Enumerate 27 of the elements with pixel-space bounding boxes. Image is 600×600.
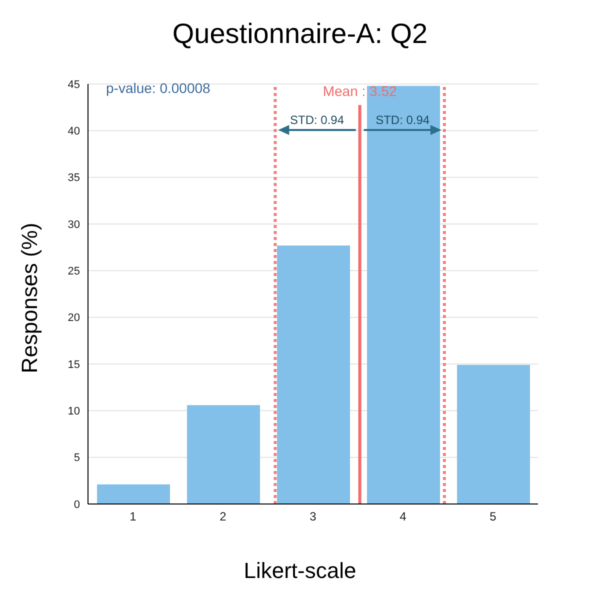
x-tick-label: 5 xyxy=(490,510,497,524)
x-tick-label: 4 xyxy=(400,510,407,524)
ref-line-label: Mean : 3.52 xyxy=(322,83,397,99)
y-axis-title: Responses (%) xyxy=(17,222,43,374)
y-tick-label: 40 xyxy=(68,126,80,138)
bar xyxy=(457,364,530,504)
annotation: STD: 0.94 xyxy=(376,113,430,127)
y-tick-label: 20 xyxy=(68,312,80,324)
bar xyxy=(97,484,170,504)
bar xyxy=(277,245,350,504)
y-tick-label: 5 xyxy=(74,452,80,464)
y-tick-label: 15 xyxy=(68,358,80,371)
y-tick-label: 25 xyxy=(68,266,80,278)
y-tick-label: 35 xyxy=(68,172,80,184)
x-tick-label: 3 xyxy=(310,510,317,524)
x-tick-label: 2 xyxy=(220,510,227,524)
y-tick-label: 0 xyxy=(74,498,80,511)
annotation: STD: 0.94 xyxy=(290,113,344,127)
y-tick-label: 10 xyxy=(68,406,80,418)
x-tick-label: 1 xyxy=(130,510,137,524)
chart-title: Questionnaire-A: Q2 xyxy=(171,18,429,50)
y-tick-label: 45 xyxy=(68,78,80,91)
bar xyxy=(367,86,440,504)
y-tick-label: 30 xyxy=(68,218,80,231)
bar xyxy=(187,405,260,504)
x-axis-title: Likert-scale xyxy=(242,558,358,584)
annotation: p-value: 0.00008 xyxy=(106,80,210,96)
